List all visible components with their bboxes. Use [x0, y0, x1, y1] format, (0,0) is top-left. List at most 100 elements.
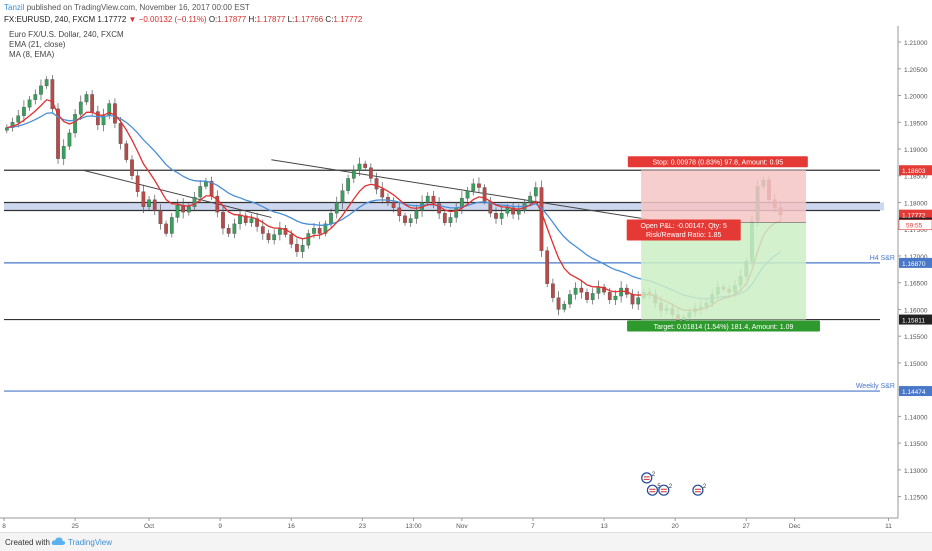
candle-body: [152, 199, 157, 211]
candle-body: [158, 210, 163, 225]
candle-body: [511, 207, 515, 215]
price-chart[interactable]: H4 S&R Weekly S&R Stop: 0.00978 (0.83%) 9…: [0, 26, 932, 530]
candle-body: [164, 223, 168, 234]
price-marker-bg: [899, 386, 932, 397]
candle-body: [471, 183, 476, 191]
countdown-bg: [898, 219, 932, 230]
event-flag-icon: [641, 472, 653, 484]
candle-body: [232, 223, 237, 234]
price-marker: 1.18603: [902, 168, 926, 175]
candle-body: [334, 202, 339, 214]
price-tick-label: 1.16500: [904, 281, 928, 288]
candle-body: [528, 195, 532, 203]
candle-body: [448, 217, 453, 223]
candle-body: [380, 188, 385, 198]
candle-body: [562, 303, 567, 310]
candle-body: [124, 143, 129, 160]
price-axis-bg: [898, 26, 932, 530]
price-tick-label: 1.15000: [904, 361, 928, 368]
candle-body: [357, 163, 362, 171]
down-arrow-icon: ▼: [128, 15, 137, 24]
candle-body: [545, 250, 550, 284]
open-label: O:: [208, 15, 218, 24]
price-tick-label: 1.13500: [904, 441, 928, 448]
event-count: 2: [669, 484, 673, 490]
price-tick-label: 1.19500: [904, 120, 928, 127]
candle-body: [141, 191, 146, 207]
candle-body: [266, 233, 271, 241]
candle-body: [533, 187, 538, 197]
candle-body: [221, 211, 225, 229]
price-tick-label: 1.17000: [904, 254, 928, 261]
low-value: 1.17766: [294, 15, 324, 24]
candle-body: [505, 207, 510, 214]
event-flag-icon: [658, 484, 670, 496]
low-label: L:: [287, 15, 295, 24]
time-tick-label: 8: [2, 523, 6, 530]
price-tick-label: 1.12500: [904, 495, 928, 502]
candle-body: [113, 103, 117, 124]
candle-body: [278, 227, 282, 235]
candle-body: [169, 217, 174, 234]
time-tick-label: 16: [288, 523, 296, 530]
candle-body: [147, 199, 151, 207]
candle-body: [573, 287, 578, 295]
candle-body: [602, 286, 606, 293]
time-tick-label: 25: [71, 523, 79, 530]
candle-body: [346, 178, 350, 191]
candle-body: [579, 287, 584, 293]
candle-body: [499, 213, 504, 219]
candle-body: [226, 227, 231, 234]
candle-body: [95, 111, 100, 126]
candle-body: [50, 79, 55, 110]
price-marker: 1.14474: [902, 389, 926, 396]
price-marker: 1.15811: [902, 318, 925, 325]
event-flag-stripes: [643, 476, 650, 480]
candle-body: [67, 132, 72, 147]
tradingview-cloud-icon: [51, 537, 66, 545]
time-tick-label: 11: [885, 523, 892, 530]
legend-ma[interactable]: MA (8, EMA): [9, 50, 55, 59]
candle-body: [442, 213, 447, 223]
time-tick-label: 23: [359, 523, 367, 530]
candle-body: [295, 244, 299, 252]
price-marker-bg: [899, 257, 932, 268]
stop-label: Stop: 0.00978 (0.83%) 97.8, Amount: 0.95: [652, 160, 783, 167]
countdown-label: 59:55: [906, 223, 923, 230]
candle-body: [61, 146, 66, 159]
candle-body: [135, 175, 140, 192]
publish-bar: Tanzil published on TradingView.com, Nov…: [4, 3, 250, 12]
time-tick-label: 9: [218, 523, 222, 530]
candle-body: [437, 203, 441, 214]
candle-body: [27, 99, 32, 108]
price-tick-label: 1.13000: [904, 468, 928, 475]
candle-body: [84, 94, 89, 103]
target-label: Target: 0.01814 (1.54%) 181.4, Amount: 1…: [654, 324, 794, 331]
event-flag-icon: [646, 484, 659, 496]
tradingview-brand[interactable]: TradingView: [68, 538, 113, 547]
stop-label-bg: [627, 156, 808, 168]
price-marker-bg: [899, 314, 932, 325]
legend-ema[interactable]: EMA (21, close): [9, 40, 66, 49]
symbol-label: FX:EURUSD, 240, FXCM: [4, 15, 96, 24]
pnl-box: [626, 219, 741, 241]
stop-zone: [641, 170, 806, 223]
candle-body: [283, 227, 288, 235]
author-link[interactable]: Tanzil: [4, 3, 25, 12]
candle-body: [516, 210, 521, 215]
time-tick-label: 20: [672, 523, 680, 530]
time-tick-label: Dec: [789, 523, 801, 530]
candle-body: [551, 283, 555, 298]
candle-body: [56, 108, 60, 159]
event-flag-stripes: [649, 488, 656, 493]
price-tick-label: 1.21000: [904, 40, 928, 47]
candle-body: [613, 295, 618, 300]
candle-body: [249, 218, 254, 223]
publish-text: published on TradingView.com, November 1…: [26, 3, 250, 12]
rr-label: Risk/Reward Ratio: 1.85: [646, 232, 722, 239]
candle-body: [340, 190, 345, 203]
price-marker-bg: [899, 165, 932, 176]
candle-body: [568, 294, 572, 305]
candle-body: [22, 107, 26, 116]
price-tick-label: 1.20000: [904, 94, 928, 101]
